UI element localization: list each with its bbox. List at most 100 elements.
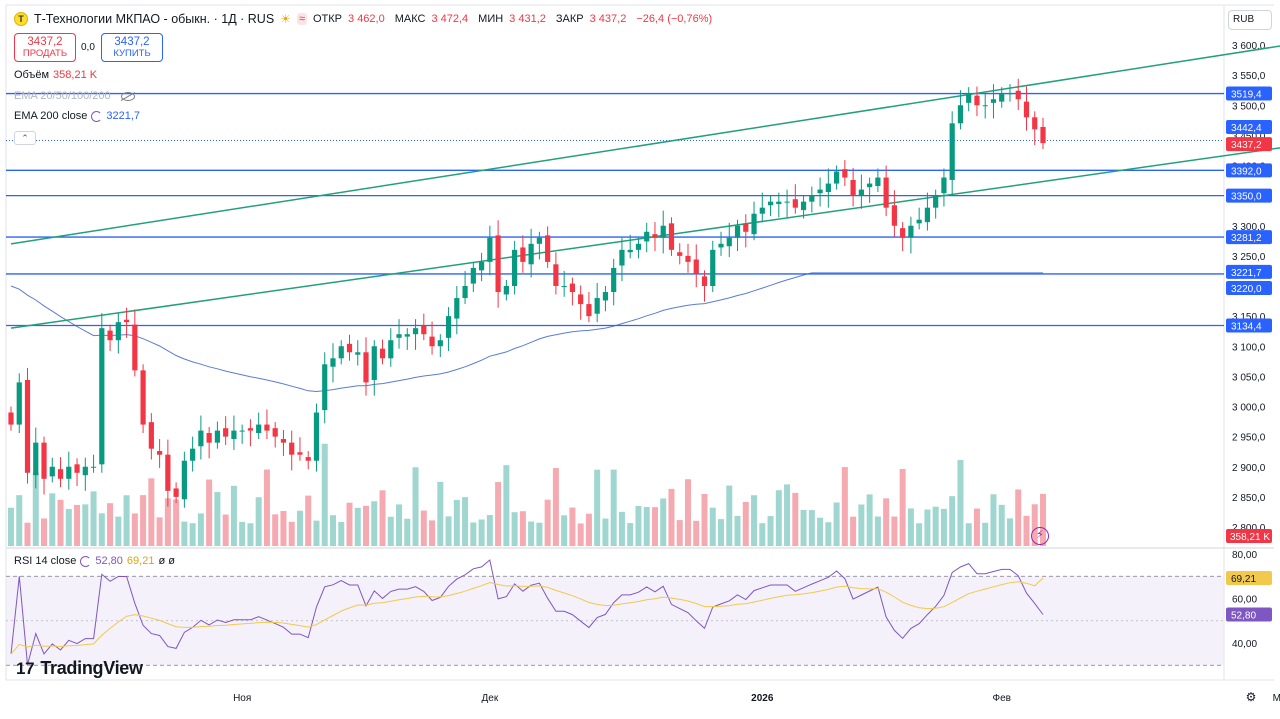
candle-body[interactable] [1023, 101, 1030, 118]
price-level-badge[interactable] [1226, 318, 1272, 333]
candle-body[interactable] [677, 252, 683, 256]
candle-body[interactable] [578, 294, 584, 305]
candle-body[interactable] [933, 195, 939, 208]
candle-body[interactable] [379, 348, 386, 359]
candle-body[interactable] [652, 234, 658, 238]
candle-body[interactable] [165, 454, 171, 491]
candle-body[interactable] [247, 428, 254, 431]
price-level-badge[interactable] [1226, 86, 1272, 101]
candle-body[interactable] [24, 379, 31, 473]
candle-body[interactable] [726, 237, 732, 247]
candle-body[interactable] [429, 336, 435, 347]
candle-body[interactable] [330, 358, 336, 367]
candle-body[interactable] [388, 340, 394, 359]
candle-body[interactable] [561, 286, 567, 287]
candle-body[interactable] [421, 325, 427, 335]
candle-body[interactable] [792, 199, 798, 208]
price-level-badge[interactable] [1226, 188, 1272, 203]
candle-body[interactable] [767, 201, 774, 206]
candle-body[interactable] [553, 264, 559, 286]
candle-body[interactable] [140, 370, 146, 425]
candle-body[interactable] [545, 235, 551, 262]
candle-body[interactable] [495, 235, 501, 293]
candle-body[interactable] [198, 430, 204, 447]
candle-body[interactable] [784, 201, 790, 203]
candle-body[interactable] [635, 243, 642, 250]
candle-body[interactable] [462, 286, 468, 299]
volume-legend[interactable]: Объём 358,21 K [14, 69, 97, 81]
price-level-badge[interactable] [1226, 264, 1272, 279]
candle-body[interactable] [701, 276, 708, 286]
candle-body[interactable] [478, 261, 485, 271]
candle-body[interactable] [8, 412, 14, 425]
candle-body[interactable] [891, 205, 897, 226]
candle-body[interactable] [132, 324, 138, 371]
candle-body[interactable] [148, 422, 154, 449]
candle-body[interactable] [834, 171, 840, 184]
candle-body[interactable] [916, 219, 922, 224]
candle-body[interactable] [627, 249, 633, 253]
candle-body[interactable] [437, 340, 443, 347]
candle-body[interactable] [346, 343, 353, 353]
candle-body[interactable] [850, 179, 856, 196]
symbol-title[interactable]: T Т-Технологии МКПАО - обыкн. · 1Д · RUS… [14, 12, 716, 26]
candle-body[interactable] [231, 430, 237, 440]
candle-body[interactable] [602, 292, 609, 301]
candle-body[interactable] [404, 334, 410, 337]
candle-body[interactable] [49, 466, 55, 477]
candle-body[interactable] [685, 255, 691, 262]
lightning-icon[interactable]: ⚡ [1031, 527, 1049, 545]
candle-body[interactable] [751, 213, 757, 235]
candle-body[interactable] [776, 201, 782, 205]
price-level-badge[interactable] [1226, 163, 1272, 178]
collapse-legend-button[interactable]: ⌃ [14, 131, 36, 145]
candle-body[interactable] [858, 189, 864, 196]
candle-body[interactable] [107, 330, 113, 341]
candle-body[interactable] [338, 346, 344, 359]
candle-body[interactable] [123, 319, 130, 323]
candle-body[interactable] [363, 352, 369, 383]
candle-body[interactable] [1015, 90, 1021, 100]
trendline-upper-channel[interactable] [10, 35, 1280, 245]
candle-body[interactable] [644, 231, 650, 242]
price-level-badge[interactable] [1226, 230, 1272, 245]
candle-body[interactable] [966, 93, 972, 103]
candle-body[interactable] [693, 259, 699, 274]
candle-body[interactable] [999, 93, 1005, 102]
candle-body[interactable] [99, 328, 105, 465]
candle-body[interactable] [809, 195, 815, 202]
candle-body[interactable] [74, 464, 80, 473]
candle-body[interactable] [396, 334, 402, 338]
symbol-name[interactable]: Т-Технологии МКПАО - обыкн. · 1Д · RUS [34, 12, 275, 26]
candle-body[interactable] [569, 283, 576, 293]
candle-body[interactable] [214, 430, 220, 443]
candle-body[interactable] [173, 488, 179, 497]
candle-body[interactable] [974, 95, 980, 106]
candle-body[interactable] [718, 243, 724, 248]
candle-body[interactable] [990, 99, 997, 103]
price-level-badge[interactable] [1226, 119, 1272, 134]
candle-body[interactable] [759, 207, 765, 214]
candle-body[interactable] [256, 424, 262, 434]
candle-body[interactable] [875, 177, 881, 186]
candle-body[interactable] [536, 237, 542, 244]
candle-body[interactable] [454, 298, 460, 319]
candle-body[interactable] [594, 298, 600, 314]
candle-body[interactable] [41, 442, 47, 479]
candle-body[interactable] [817, 189, 823, 194]
candle-body[interactable] [825, 183, 831, 193]
candle-body[interactable] [289, 442, 295, 455]
candle-body[interactable] [660, 225, 666, 238]
candle-body[interactable] [272, 428, 278, 437]
candle-body[interactable] [355, 352, 361, 355]
candle-body[interactable] [900, 228, 906, 238]
candle-body[interactable] [82, 466, 88, 476]
candle-body[interactable] [445, 316, 452, 338]
candle-body[interactable] [57, 469, 64, 479]
sell-button[interactable]: 3437,2 ПРОДАТЬ [14, 33, 76, 62]
candle-body[interactable] [16, 382, 22, 425]
candle-body[interactable] [157, 451, 163, 455]
ema200-legend[interactable]: EMA 200 close 3221,7 [14, 110, 140, 122]
